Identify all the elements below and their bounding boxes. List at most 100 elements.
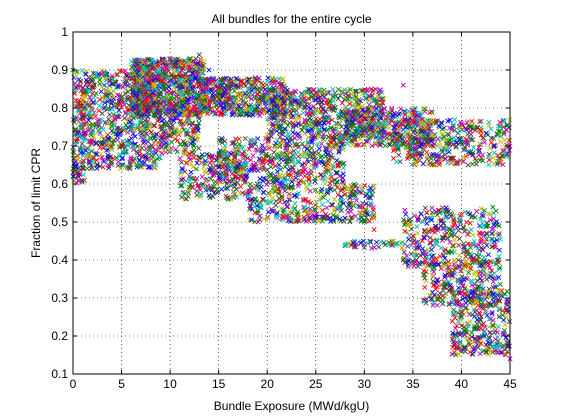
data-point — [130, 110, 136, 116]
data-point — [168, 65, 174, 71]
data-point — [90, 130, 96, 136]
data-point — [139, 126, 145, 132]
data-point — [97, 103, 103, 109]
data-point — [150, 149, 156, 155]
data-point — [98, 88, 104, 94]
data-point — [73, 72, 79, 78]
data-point — [74, 137, 80, 143]
data-point — [147, 164, 153, 170]
data-point — [137, 129, 143, 135]
data-point — [157, 91, 163, 97]
data-point — [120, 84, 126, 90]
data-point — [127, 119, 133, 125]
data-point — [90, 91, 96, 97]
data-point — [200, 62, 206, 68]
data-point — [105, 140, 111, 146]
data-point — [131, 127, 137, 133]
data-point — [113, 80, 119, 86]
data-point — [99, 110, 105, 116]
data-point — [74, 103, 80, 109]
data-point — [179, 103, 185, 109]
data-point — [177, 141, 183, 147]
data-point — [89, 141, 95, 147]
data-point — [149, 57, 155, 63]
data-point — [166, 84, 172, 90]
data-point — [71, 155, 77, 161]
data-point — [125, 97, 131, 103]
data-point — [191, 58, 197, 65]
data-point — [137, 157, 143, 163]
data-point — [83, 121, 89, 127]
data-point — [178, 95, 184, 101]
data-point — [130, 123, 136, 129]
data-point — [195, 123, 201, 129]
data-point — [122, 164, 128, 170]
data-point — [123, 148, 129, 154]
data-point — [177, 61, 183, 67]
data-point — [110, 88, 116, 94]
data-point — [86, 117, 92, 123]
data-point — [142, 118, 148, 124]
data-point — [142, 83, 149, 89]
data-point — [150, 154, 156, 160]
data-point — [82, 94, 88, 100]
data-point — [171, 74, 177, 81]
data-point — [107, 112, 113, 118]
data-point — [150, 66, 156, 72]
data-point — [153, 131, 159, 137]
data-point — [86, 111, 92, 117]
data-point — [164, 89, 170, 95]
data-point — [141, 131, 147, 137]
data-point — [101, 159, 107, 165]
data-point — [140, 135, 146, 141]
data-point — [147, 158, 153, 164]
data-point — [191, 103, 197, 109]
data-point — [86, 138, 93, 144]
data-point — [96, 108, 102, 114]
data-point — [92, 70, 98, 76]
data-point — [189, 120, 195, 126]
data-point — [199, 71, 205, 77]
data-point — [99, 139, 105, 145]
data-point — [160, 69, 166, 75]
data-point — [191, 108, 197, 114]
data-point — [144, 150, 150, 156]
data-point — [114, 72, 120, 78]
data-point — [194, 70, 200, 76]
data-point — [192, 76, 198, 82]
data-point — [132, 155, 138, 161]
data-point — [159, 58, 165, 64]
data-point — [78, 125, 84, 131]
data-point — [173, 61, 179, 67]
data-point — [178, 84, 184, 90]
data-point — [79, 99, 85, 105]
data-point — [136, 66, 142, 72]
data-point — [161, 127, 167, 133]
data-point — [185, 96, 191, 103]
data-point — [197, 72, 203, 78]
data-point — [97, 144, 103, 151]
data-point — [80, 164, 86, 170]
data-point — [139, 145, 145, 151]
data-point — [103, 92, 109, 98]
data-point — [102, 104, 108, 110]
data-point — [94, 165, 100, 172]
data-point — [161, 58, 167, 64]
data-point — [164, 75, 170, 81]
data-point — [171, 118, 177, 124]
data-point — [116, 100, 122, 106]
data-point — [91, 82, 97, 88]
data-point — [130, 90, 136, 96]
data-point — [79, 179, 85, 185]
data-point — [102, 70, 108, 76]
data-point — [182, 147, 188, 153]
data-point — [109, 73, 115, 79]
data-point — [132, 144, 138, 150]
data-point — [199, 58, 205, 64]
data-point — [73, 98, 79, 104]
data-point — [87, 102, 93, 108]
data-point — [105, 152, 111, 158]
data-point — [90, 70, 96, 76]
data-point — [157, 113, 163, 119]
data-point — [132, 87, 138, 93]
